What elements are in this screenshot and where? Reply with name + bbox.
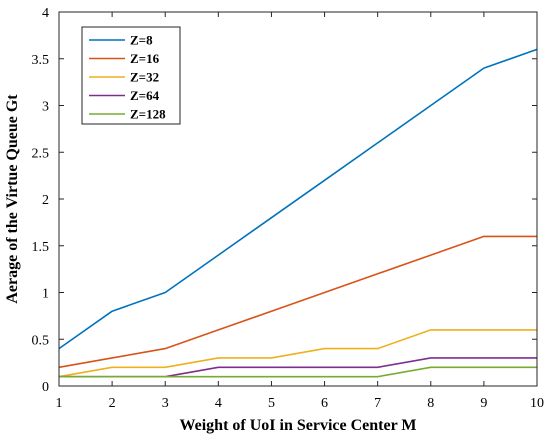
- y-tick-label: 4: [42, 6, 49, 21]
- x-tick-label: 8: [427, 396, 434, 411]
- y-axis-title: Aerage of the Virtue Queue Gt: [4, 94, 21, 304]
- y-tick-label: 3: [42, 100, 49, 115]
- legend-label-z-64: Z=64: [130, 88, 160, 103]
- x-tick-label: 7: [374, 396, 381, 411]
- y-tick-label: 0: [42, 380, 49, 395]
- legend-label-z-8: Z=8: [130, 33, 153, 48]
- series-line-z-32: [58, 329, 537, 378]
- legend-label-z-128: Z=128: [130, 107, 166, 122]
- x-tick-label: 10: [530, 396, 544, 411]
- x-tick-label: 9: [480, 396, 487, 411]
- x-tick-label: 3: [162, 396, 169, 411]
- y-tick-label: 1: [42, 287, 49, 302]
- x-axis-title: Weight of UoI in Service Center M: [180, 417, 417, 434]
- series-line-z-128: [59, 366, 537, 378]
- series-line-z-8: [58, 48, 538, 350]
- x-tick-label: 5: [268, 396, 275, 411]
- x-tick-label: 6: [321, 396, 328, 411]
- y-tick-label: 2: [42, 193, 49, 208]
- series-line-z-16: [58, 235, 537, 369]
- y-tick-label: 1.5: [32, 240, 50, 255]
- legend-box: [81, 26, 181, 125]
- legend-label-z-16: Z=16: [130, 51, 160, 66]
- y-tick-label: 2.5: [32, 146, 50, 161]
- x-tick-label: 1: [56, 396, 63, 411]
- y-tick-label: 0.5: [32, 333, 50, 348]
- legend-label-z-32: Z=32: [130, 70, 159, 85]
- y-tick-label: 3.5: [32, 53, 50, 68]
- x-tick-label: 2: [109, 396, 116, 411]
- legend: Z=8 Z=16 Z=32 Z=64 Z=128: [81, 26, 181, 125]
- x-tick-label: 4: [215, 396, 222, 411]
